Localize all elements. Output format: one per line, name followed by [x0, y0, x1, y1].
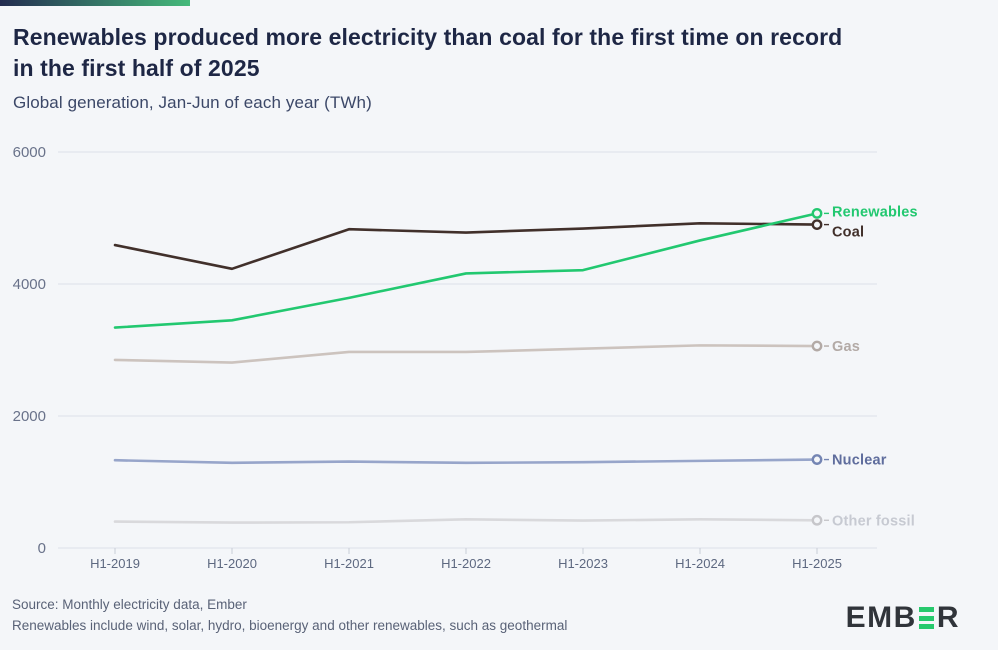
ember-logo: EMB R [845, 601, 960, 634]
x-tick-label-h1-2019: H1-2019 [90, 556, 140, 571]
y-tick-label-0: 0 [38, 540, 46, 557]
series-line-coal [113, 221, 819, 271]
series-label-nuclear: Nuclear [832, 453, 887, 469]
renewables-definition-note: Renewables include wind, solar, hydro, b… [12, 618, 568, 633]
page-title-line2: in the first half of 2025 [13, 55, 260, 81]
ember-logo-green-e-icon [918, 607, 934, 629]
series-label-renewables: Renewables [832, 204, 918, 220]
series-line-nuclear [113, 458, 819, 465]
x-tick-label-h1-2025: H1-2025 [792, 556, 842, 571]
series-line-gas [113, 344, 819, 364]
x-tick-label-h1-2020: H1-2020 [207, 556, 257, 571]
x-tick-label-h1-2023: H1-2023 [558, 556, 608, 571]
series-label-other-fossil: Other fossil [832, 513, 915, 529]
x-tick-label-h1-2024: H1-2024 [675, 556, 725, 571]
source-note: Source: Monthly electricity data, Ember [12, 597, 247, 612]
series-label-gas: Gas [832, 339, 860, 355]
y-tick-label-6000: 6000 [13, 144, 46, 161]
series-label-coal: Coal [832, 225, 864, 241]
series-endpoint-marker-other-fossil [811, 514, 823, 526]
series-line-renewables [113, 212, 819, 329]
y-tick-label-2000: 2000 [13, 408, 46, 425]
series-line-other-fossil [113, 517, 819, 524]
x-tick-label-h1-2021: H1-2021 [324, 556, 374, 571]
x-tick-label-h1-2022: H1-2022 [441, 556, 491, 571]
page-title: Renewables produced more electricity tha… [13, 22, 985, 84]
ember-logo-text-r: R [936, 601, 960, 634]
page-title-line1: Renewables produced more electricity tha… [13, 24, 843, 50]
chart-subtitle: Global generation, Jan-Jun of each year … [13, 93, 372, 112]
accent-gradient-bar [0, 0, 190, 6]
ember-logo-text-emb: EMB [845, 601, 917, 634]
series-endpoint-marker-gas [811, 340, 823, 352]
series-endpoint-marker-nuclear [811, 454, 823, 465]
footer: Source: Monthly electricity data, Ember … [12, 594, 567, 636]
series-endpoint-marker-renewables [811, 207, 823, 219]
y-tick-label-4000: 4000 [13, 276, 46, 293]
series-endpoint-marker-coal [811, 219, 823, 231]
